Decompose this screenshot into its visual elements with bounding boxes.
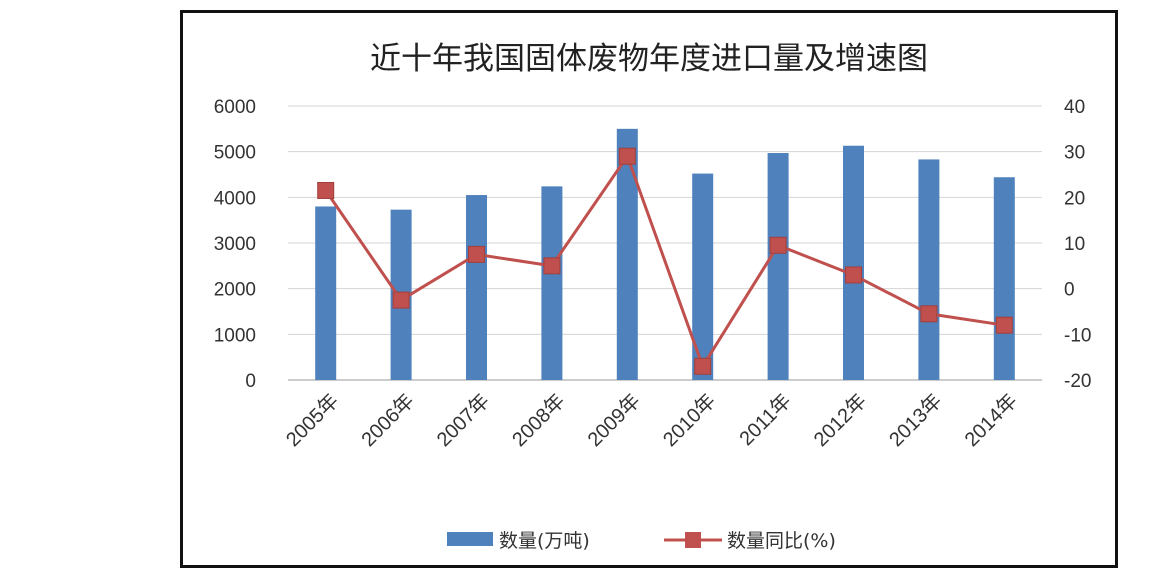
- y-left-tick-label: 1000: [214, 325, 256, 346]
- x-tick-label: 2013年: [885, 389, 947, 451]
- line-point: [618, 147, 636, 165]
- line-point: [995, 316, 1013, 334]
- y-left-tick-label: 6000: [214, 97, 256, 118]
- x-tick-label: 2005年: [281, 389, 343, 451]
- y-left-tick-label: 0: [245, 371, 256, 392]
- y-right-tick-label: -10: [1064, 325, 1091, 346]
- y-left-tick-label: 5000: [214, 143, 256, 164]
- line-point: [468, 245, 485, 263]
- x-tick-label: 2011年: [735, 389, 796, 450]
- bar: [767, 153, 789, 380]
- y-left-tick-label: 2000: [214, 280, 256, 301]
- line-point: [392, 291, 410, 309]
- y-right-tick-label: -20: [1064, 371, 1091, 392]
- y-right-tick-label: 0: [1064, 280, 1075, 301]
- x-tick-label: 2006年: [357, 389, 419, 451]
- y-right-tick-label: 20: [1064, 188, 1085, 209]
- line-point: [920, 305, 938, 323]
- line-point: [845, 266, 862, 284]
- line-point: [769, 236, 787, 254]
- bar: [616, 128, 638, 380]
- bar: [692, 173, 714, 380]
- legend-label: 数量(万吨): [499, 530, 590, 552]
- line-point: [694, 357, 712, 375]
- line-point: [317, 181, 335, 199]
- y-right-tick-label: 40: [1064, 97, 1085, 118]
- bar: [843, 145, 864, 380]
- x-tick-label: 2008年: [508, 389, 570, 451]
- series-line: [324, 152, 1005, 370]
- bar: [466, 195, 487, 380]
- legend-swatch-bar: [447, 532, 493, 546]
- legend-label: 数量同比(%): [727, 530, 836, 552]
- y-left-tick-label: 3000: [214, 234, 256, 255]
- bar: [993, 177, 1015, 380]
- bar: [315, 206, 337, 380]
- y-right-tick-label: 10: [1064, 234, 1085, 255]
- x-tick-label: 2012年: [809, 389, 871, 451]
- y-left-tick-label: 4000: [214, 188, 256, 209]
- chart-title: 近十年我国固体废物年度进口量及增速图: [370, 41, 928, 77]
- line-point: [543, 257, 561, 275]
- legend-swatch-marker: [685, 532, 701, 548]
- x-tick-label: 2009年: [583, 389, 645, 451]
- x-tick-label: 2014年: [960, 389, 1022, 451]
- x-tick-label: 2010年: [658, 389, 720, 451]
- bar: [541, 186, 563, 380]
- bar: [918, 159, 940, 380]
- y-right-tick-label: 30: [1064, 143, 1085, 164]
- x-tick-label: 2007年: [432, 389, 494, 451]
